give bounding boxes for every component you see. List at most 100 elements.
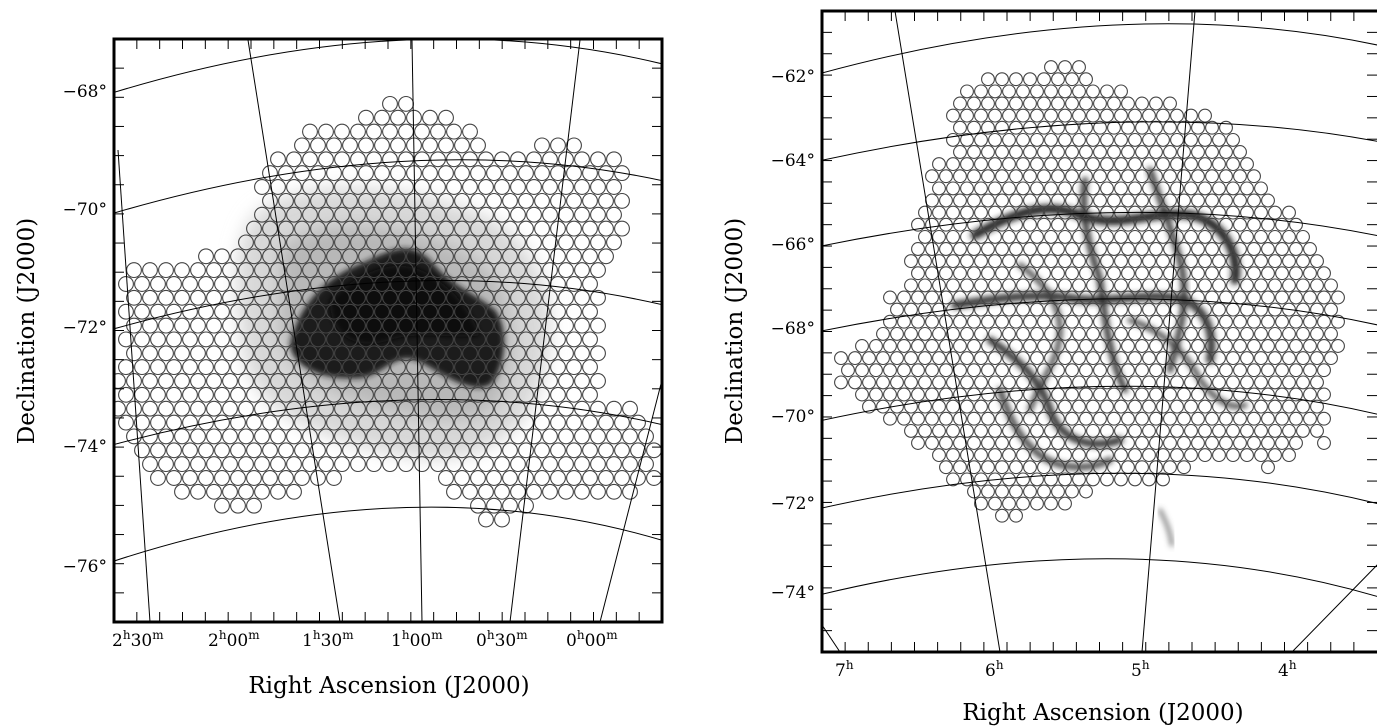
beam-circle: [198, 248, 214, 265]
beam-circle: [470, 276, 486, 292]
beam-circle: [134, 414, 150, 431]
beam-circle: [582, 386, 598, 403]
beam-circle: [1198, 448, 1212, 463]
beam-circle: [1275, 290, 1289, 305]
beam-circle: [1072, 351, 1086, 366]
beam-circle: [1219, 242, 1233, 256]
beam-circle: [494, 179, 510, 195]
beam-circle: [960, 375, 974, 390]
beam-circle: [1282, 326, 1296, 341]
beam-circle: [1254, 375, 1268, 390]
right-dec-tick-label: −64°: [771, 151, 815, 171]
beam-circle: [206, 262, 222, 279]
beam-circle: [422, 303, 438, 320]
beam-circle: [1030, 448, 1044, 463]
beam-circle: [869, 339, 883, 353]
beam-circle: [1135, 363, 1149, 378]
beam-circle: [158, 289, 174, 306]
beam-circle: [939, 242, 953, 256]
beam-circle: [606, 206, 622, 223]
beam-circle: [446, 400, 462, 417]
beam-circle: [946, 278, 960, 293]
beam-circle: [414, 123, 430, 140]
beam-circle: [967, 266, 981, 281]
meridian-line: [509, 39, 581, 622]
beam-circle: [1086, 84, 1100, 99]
right-panel: −62° −64° −66° −68° −70° −72° −74° 7h 6h…: [722, 9, 1377, 726]
beam-circle: [246, 248, 262, 265]
beam-circle: [582, 248, 598, 265]
beam-circle: [454, 137, 470, 154]
declination-arc: [822, 121, 1377, 161]
beam-circle: [1100, 375, 1114, 390]
beam-circle: [606, 400, 622, 417]
beam-circle: [598, 414, 614, 431]
beam-circle: [174, 262, 190, 279]
beam-circle: [1296, 423, 1310, 438]
beam-circle: [294, 220, 310, 237]
beam-circle: [494, 206, 510, 223]
beam-circle: [946, 108, 960, 123]
beam-circle: [960, 472, 974, 487]
beam-circle: [1030, 302, 1044, 317]
beam-circle: [1016, 157, 1030, 172]
left-ra-tick-label: 1h00m: [391, 628, 443, 651]
beam-circle: [334, 373, 350, 389]
beam-circle: [1121, 387, 1135, 402]
beam-circle: [414, 151, 430, 168]
beam-circle: [134, 276, 150, 292]
beam-circle: [302, 206, 318, 223]
beam-circle: [1121, 339, 1135, 353]
beam-circle: [526, 179, 542, 195]
beam-circle: [953, 411, 967, 426]
beam-circle: [1289, 266, 1303, 281]
beam-circle: [1016, 278, 1030, 293]
beam-circle: [1051, 436, 1065, 450]
beam-circle: [939, 193, 953, 208]
beam-circle: [494, 428, 510, 445]
beam-circle: [462, 206, 478, 223]
beam-circle: [182, 470, 198, 486]
beam-circle: [1093, 145, 1107, 159]
beam-circle: [1093, 339, 1107, 353]
beam-circle: [1219, 436, 1233, 450]
beam-circle: [390, 109, 406, 126]
beam-circle: [995, 72, 1009, 87]
beam-circle: [310, 192, 326, 209]
beam-circle: [174, 345, 190, 362]
beam-circle: [366, 234, 382, 251]
beam-circle: [486, 276, 502, 292]
beam-circle: [470, 165, 486, 182]
beam-circle: [574, 262, 590, 279]
beam-circle: [1254, 423, 1268, 438]
beam-circle: [430, 123, 446, 140]
beam-circle: [1198, 157, 1212, 172]
beam-circle: [1233, 436, 1247, 450]
beam-circle: [366, 456, 382, 473]
beam-circle: [1079, 242, 1093, 256]
beam-circle: [438, 220, 454, 237]
beam-circle: [462, 345, 478, 362]
beam-circle: [302, 373, 318, 389]
beam-circle: [1044, 108, 1058, 123]
beam-circle: [1016, 181, 1030, 196]
beam-circle: [1002, 254, 1016, 269]
beam-circle: [454, 165, 470, 182]
beam-circle: [1240, 423, 1254, 438]
beam-circle: [510, 345, 526, 362]
beam-circle: [918, 399, 932, 414]
beam-circle: [318, 206, 334, 223]
beam-circle: [190, 373, 206, 389]
beam-circle: [1051, 120, 1065, 135]
beam-circle: [1324, 351, 1338, 366]
meridian-line: [1291, 564, 1377, 652]
beam-circle: [974, 399, 988, 414]
left-dec-tick-label: −72°: [63, 318, 107, 338]
beam-circle: [925, 169, 939, 184]
beam-circle: [1310, 399, 1324, 414]
beam-circle: [598, 470, 614, 486]
beam-circle: [897, 387, 911, 402]
beam-circle: [462, 317, 478, 334]
beam-circle: [286, 179, 302, 195]
beam-circle: [342, 137, 358, 154]
